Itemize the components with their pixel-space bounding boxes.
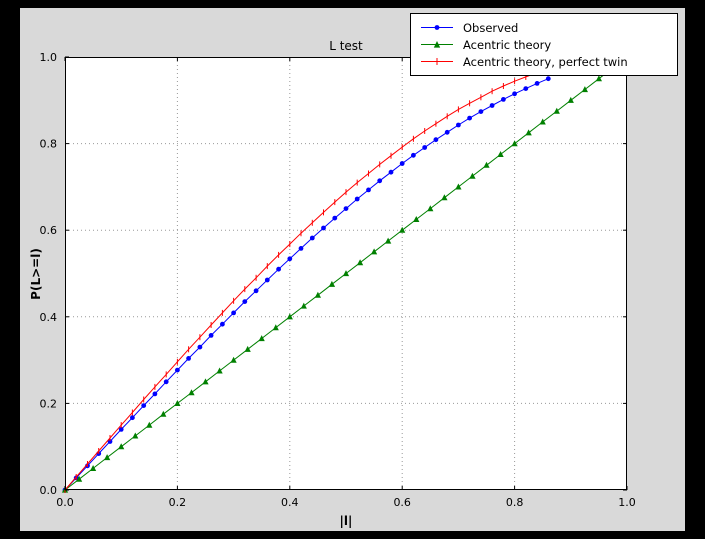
legend-label-acentric-theory: Acentric theory: [463, 37, 552, 52]
legend-item-acentric-theory: Acentric theory: [419, 36, 669, 53]
legend-line-acentric-theory-icon: [421, 41, 453, 48]
chart-title: L test: [329, 39, 363, 53]
legend-label-observed: Observed: [463, 20, 519, 35]
svg-text:0.8: 0.8: [506, 496, 523, 509]
svg-text:0.2: 0.2: [40, 397, 58, 410]
legend: Observed Acentric theory Acentric theory…: [410, 13, 678, 76]
svg-text:0.2: 0.2: [169, 496, 187, 509]
svg-text:0.4: 0.4: [40, 311, 58, 324]
figure-canvas: L test 0.0 0.2 0.4 0.6 0.8 1.0 0.0 0.2 0.4 0.6 0.8…: [20, 8, 685, 531]
svg-text:0.0: 0.0: [56, 496, 74, 509]
legend-item-perfect-twin: Acentric theory, perfect twin: [419, 53, 669, 70]
svg-text:0.6: 0.6: [393, 496, 411, 509]
legend-line-observed-icon: [421, 25, 453, 30]
x-axis-label: |l|: [339, 514, 353, 528]
svg-text:0.6: 0.6: [40, 224, 58, 237]
svg-text:1.0: 1.0: [618, 496, 636, 509]
y-axis-label: P(L>=l): [29, 248, 43, 300]
svg-text:1.0: 1.0: [40, 51, 58, 64]
plot-canvas: 0.0 0.2 0.4 0.6 0.8 1.0 0.0 0.2 0.4 0.6 0.8 1.0: [40, 51, 636, 509]
plot-area: 0.0 0.2 0.4 0.6 0.8 1.0 0.0 0.2 0.4 0.6 0.8 1.0: [40, 51, 636, 509]
svg-text:0.8: 0.8: [40, 138, 58, 151]
legend-item-observed: Observed: [419, 19, 669, 36]
legend-label-perfect-twin: Acentric theory, perfect twin: [463, 54, 628, 69]
legend-line-perfect-twin-icon: [421, 58, 453, 65]
svg-text:0.0: 0.0: [40, 484, 58, 497]
svg-text:0.4: 0.4: [281, 496, 299, 509]
